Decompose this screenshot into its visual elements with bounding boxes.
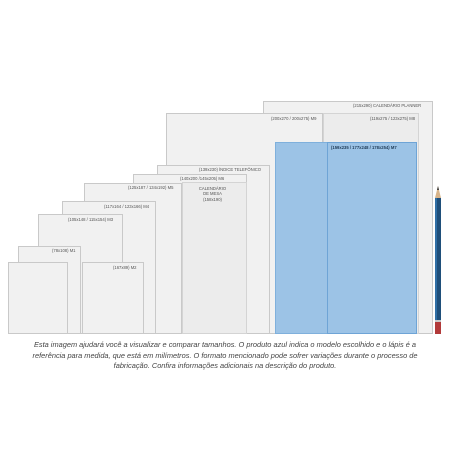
label-m8: (119x275 / 123x275) M8 [370,116,416,121]
label-m3: (105x148 / 115x154) M3 [68,217,114,222]
pencil-lead [437,186,439,190]
label-m4: (117x164 / 123x166) M4 [104,204,150,209]
sheet-small-left [8,262,68,334]
sheet-m7-inner [327,142,417,334]
calendario-mesa-title: CALENDÁRIO DE MESA [198,186,227,197]
pencil-tip [435,186,441,198]
label-m2: (167x89) M2 [113,265,137,270]
label-m6: (140x200 /145x205) M6 [180,176,225,181]
label-m5: (125x187 / 134x192) M5 [128,185,174,190]
pencil-end [435,322,441,334]
pencil-reference [435,186,441,334]
description-text: Esta imagem ajudará você a visualizar e … [32,340,418,371]
sheet-m2 [82,262,144,334]
sheet-m7-selected [275,142,417,334]
label-indice-telefonico: (139x230) ÍNDICE TELEFÔNICO [199,167,262,172]
label-m9: (200x270 / 200x275) M9 [271,116,317,121]
label-m1: (78x108) M1 [52,248,76,253]
calendario-mesa-size: (158x190) [203,196,222,202]
sheet-calendario-mesa [182,182,247,334]
label-calendario-planner: (215x290) CALENDÁRIO PLANNER [353,103,422,108]
pencil-body [435,198,441,322]
label-calendario-mesa: CALENDÁRIO DE MESA (158x190) [185,186,240,202]
label-m7: (159x235 / 177x248 / 178x254) M7 [331,145,397,150]
